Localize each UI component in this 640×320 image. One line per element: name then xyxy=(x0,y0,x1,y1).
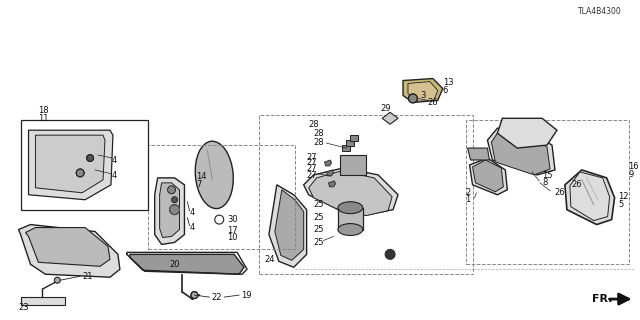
Bar xyxy=(259,115,472,274)
Polygon shape xyxy=(488,128,555,175)
Polygon shape xyxy=(350,135,358,141)
Circle shape xyxy=(172,197,177,203)
Text: 28: 28 xyxy=(314,129,324,138)
Text: 3: 3 xyxy=(420,91,425,100)
Text: 11: 11 xyxy=(38,114,49,123)
Circle shape xyxy=(191,292,198,299)
Text: 26: 26 xyxy=(554,188,564,197)
Text: 26: 26 xyxy=(572,180,582,189)
Polygon shape xyxy=(468,148,490,160)
Text: 27: 27 xyxy=(307,158,317,167)
Polygon shape xyxy=(275,190,303,260)
Polygon shape xyxy=(326,170,333,176)
Text: 25: 25 xyxy=(314,213,324,222)
Polygon shape xyxy=(408,82,438,101)
Polygon shape xyxy=(340,155,366,175)
Polygon shape xyxy=(269,185,307,267)
Polygon shape xyxy=(570,172,610,220)
Circle shape xyxy=(76,169,84,177)
Polygon shape xyxy=(130,254,244,274)
Polygon shape xyxy=(303,168,398,215)
Polygon shape xyxy=(19,225,120,277)
Polygon shape xyxy=(470,158,508,195)
Circle shape xyxy=(54,277,60,283)
Polygon shape xyxy=(346,140,355,146)
Circle shape xyxy=(168,186,175,194)
Text: 18: 18 xyxy=(38,106,49,115)
Text: 8: 8 xyxy=(542,178,547,187)
Circle shape xyxy=(385,249,395,259)
Text: 4: 4 xyxy=(189,208,195,217)
Polygon shape xyxy=(339,208,364,229)
Text: 4: 4 xyxy=(112,172,117,180)
Polygon shape xyxy=(328,181,335,187)
Ellipse shape xyxy=(338,202,363,214)
Text: TLA4B4300: TLA4B4300 xyxy=(578,7,621,16)
Text: 23: 23 xyxy=(19,302,29,311)
Text: 30: 30 xyxy=(227,215,238,224)
Text: 13: 13 xyxy=(443,78,453,87)
Text: 25: 25 xyxy=(314,225,324,234)
Text: 28: 28 xyxy=(314,138,324,147)
Polygon shape xyxy=(382,112,398,124)
Text: 4: 4 xyxy=(189,223,195,232)
Circle shape xyxy=(86,155,93,162)
Polygon shape xyxy=(492,130,550,175)
Circle shape xyxy=(408,94,417,103)
Text: 2: 2 xyxy=(465,188,471,197)
Ellipse shape xyxy=(195,141,234,209)
Text: 16: 16 xyxy=(628,163,639,172)
Polygon shape xyxy=(342,145,350,151)
Text: 14: 14 xyxy=(196,172,207,181)
Polygon shape xyxy=(20,297,65,305)
Polygon shape xyxy=(497,118,557,148)
Text: 5: 5 xyxy=(619,200,624,209)
Text: 27: 27 xyxy=(307,164,317,173)
Text: 27: 27 xyxy=(307,172,317,180)
Text: 15: 15 xyxy=(542,172,552,180)
Bar xyxy=(20,120,148,210)
Text: 10: 10 xyxy=(227,233,237,242)
Text: 25: 25 xyxy=(314,200,324,209)
Polygon shape xyxy=(565,170,614,225)
Polygon shape xyxy=(29,130,113,200)
Text: 26: 26 xyxy=(428,98,438,107)
Ellipse shape xyxy=(338,224,363,236)
Bar xyxy=(465,120,630,264)
Text: 9: 9 xyxy=(628,171,634,180)
Text: 4: 4 xyxy=(112,156,117,164)
Text: 22: 22 xyxy=(211,292,222,301)
Text: FR.: FR. xyxy=(592,294,612,304)
Text: 24: 24 xyxy=(264,255,275,264)
Text: 25: 25 xyxy=(314,238,324,247)
Circle shape xyxy=(170,205,179,215)
Text: 28: 28 xyxy=(308,120,319,129)
Polygon shape xyxy=(472,160,503,192)
Polygon shape xyxy=(155,178,184,244)
Text: 27: 27 xyxy=(307,153,317,162)
Text: 17: 17 xyxy=(227,226,238,235)
Text: 20: 20 xyxy=(170,260,180,269)
Polygon shape xyxy=(159,183,179,237)
Text: 19: 19 xyxy=(241,291,252,300)
Polygon shape xyxy=(403,78,443,102)
Polygon shape xyxy=(35,135,105,193)
Polygon shape xyxy=(26,228,110,266)
Polygon shape xyxy=(308,171,392,216)
Text: 6: 6 xyxy=(443,86,448,95)
Text: 12: 12 xyxy=(619,192,629,201)
Polygon shape xyxy=(324,160,332,166)
Text: 1: 1 xyxy=(465,195,471,204)
Text: 21: 21 xyxy=(82,272,93,281)
Text: 29: 29 xyxy=(380,104,390,113)
Text: 7: 7 xyxy=(196,180,202,189)
Bar xyxy=(148,145,295,249)
